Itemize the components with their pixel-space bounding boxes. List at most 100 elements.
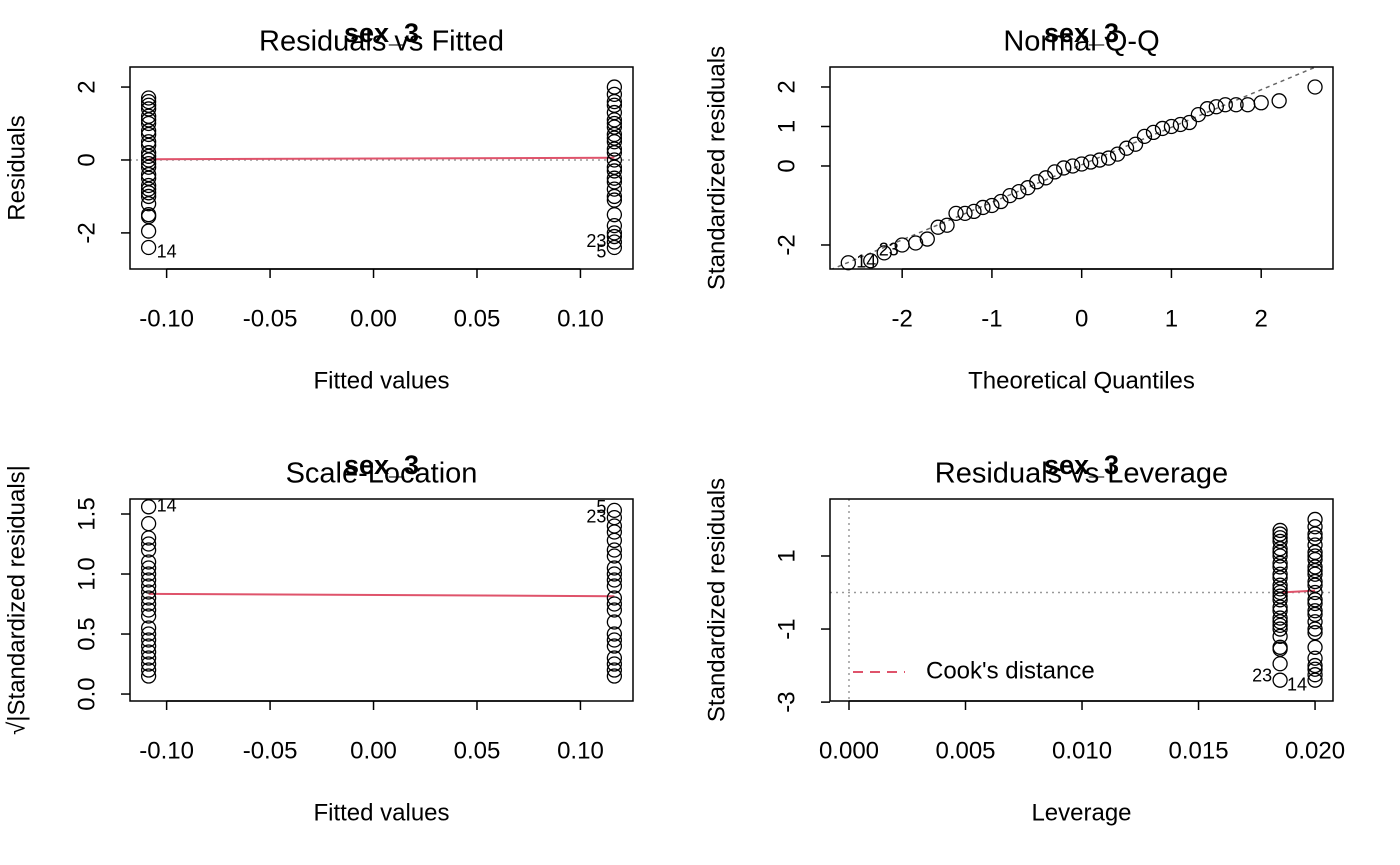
point: [876, 245, 892, 261]
point: [606, 170, 623, 186]
point: [140, 566, 157, 582]
point: [606, 130, 623, 146]
point: [1272, 522, 1288, 539]
x-tick-label: -0.05: [243, 737, 298, 764]
point: [939, 217, 955, 233]
y-tick-label: 0: [773, 159, 800, 172]
point: [1190, 106, 1207, 123]
point: [606, 590, 623, 606]
x-tick-label: 0.00: [350, 737, 397, 764]
point: [140, 159, 157, 175]
point: [606, 86, 623, 102]
point: [140, 662, 157, 678]
chart-subtitle: sex_3: [1044, 18, 1119, 48]
point: [863, 253, 879, 269]
point: [606, 188, 623, 205]
point: [1307, 667, 1323, 683]
point: [1091, 152, 1108, 168]
point: [1163, 118, 1180, 135]
point: [140, 196, 157, 212]
x-tick-label: 0.020: [1285, 737, 1345, 764]
point: [606, 207, 623, 223]
point: [1307, 625, 1323, 641]
point: [1307, 621, 1323, 637]
point: [1307, 584, 1323, 601]
chart-subtitle: sex_3: [1044, 450, 1119, 480]
point: [606, 239, 623, 256]
point: [140, 177, 157, 194]
point: [1272, 621, 1288, 637]
point: [606, 578, 623, 594]
point: [606, 662, 623, 678]
point: [1118, 140, 1135, 156]
x-axis-label: Theoretical Quantiles: [968, 367, 1195, 394]
point: [1307, 650, 1323, 666]
x-tick-label: -1: [981, 305, 1002, 332]
point: [1272, 544, 1288, 560]
point: [606, 163, 623, 179]
point: [140, 115, 157, 132]
point: [840, 255, 856, 271]
point: [140, 499, 157, 515]
point: [1272, 592, 1288, 608]
y-tick-label: 1: [773, 120, 800, 133]
point: [140, 542, 157, 558]
y-tick-label: -2: [773, 234, 800, 255]
point: [140, 112, 157, 128]
point: [606, 524, 623, 540]
y-axis-label: Standardized residuals: [703, 46, 730, 290]
point-label: 14: [856, 252, 876, 272]
point: [1029, 174, 1045, 190]
y-axis-label: Standardized residuals: [703, 478, 730, 722]
point: [1181, 114, 1198, 131]
point: [957, 205, 973, 222]
x-axis-label: Leverage: [1031, 799, 1131, 826]
chart-title: Residuals vs Fitted: [259, 26, 504, 58]
x-tick-label: -0.05: [243, 305, 298, 332]
point: [606, 518, 623, 534]
point: [140, 536, 157, 552]
point: [1136, 128, 1153, 145]
point: [140, 602, 157, 618]
point: [606, 502, 623, 519]
point: [140, 578, 157, 594]
chart-title: Scale-Location: [286, 458, 478, 490]
point: [1272, 610, 1288, 626]
point: [140, 572, 157, 588]
point: [1083, 154, 1099, 170]
y-tick-label: 2: [773, 80, 800, 93]
y-tick-label: -1: [773, 618, 800, 639]
point: [140, 188, 157, 205]
plot-area: [148, 592, 615, 598]
point: [907, 235, 924, 251]
smooth-line: [148, 156, 615, 161]
x-tick-label: 0.05: [454, 737, 501, 764]
point: [606, 632, 623, 648]
point: [140, 554, 157, 570]
point: [606, 181, 623, 197]
point: [1127, 136, 1144, 152]
y-tick-label: 1.5: [73, 497, 100, 530]
point: [1307, 614, 1323, 630]
x-tick-label: 0.000: [819, 737, 879, 764]
point: [606, 542, 623, 558]
point: [1002, 187, 1018, 204]
point: [975, 199, 991, 216]
point: [606, 572, 623, 588]
point: [140, 148, 157, 164]
plot-area: [130, 156, 633, 161]
point: [1154, 120, 1171, 137]
point: [1307, 603, 1323, 619]
point: [140, 515, 157, 532]
point: [140, 126, 157, 143]
point: [1109, 146, 1126, 162]
point: [606, 234, 623, 250]
point: [140, 620, 157, 636]
chart-subtitle: sex_3: [344, 450, 419, 480]
point: [606, 650, 623, 666]
y-axis-label: Residuals: [3, 115, 30, 220]
point: [606, 152, 623, 168]
y-tick-label: 1.0: [73, 557, 100, 590]
point: [140, 590, 157, 606]
point: [140, 596, 157, 612]
